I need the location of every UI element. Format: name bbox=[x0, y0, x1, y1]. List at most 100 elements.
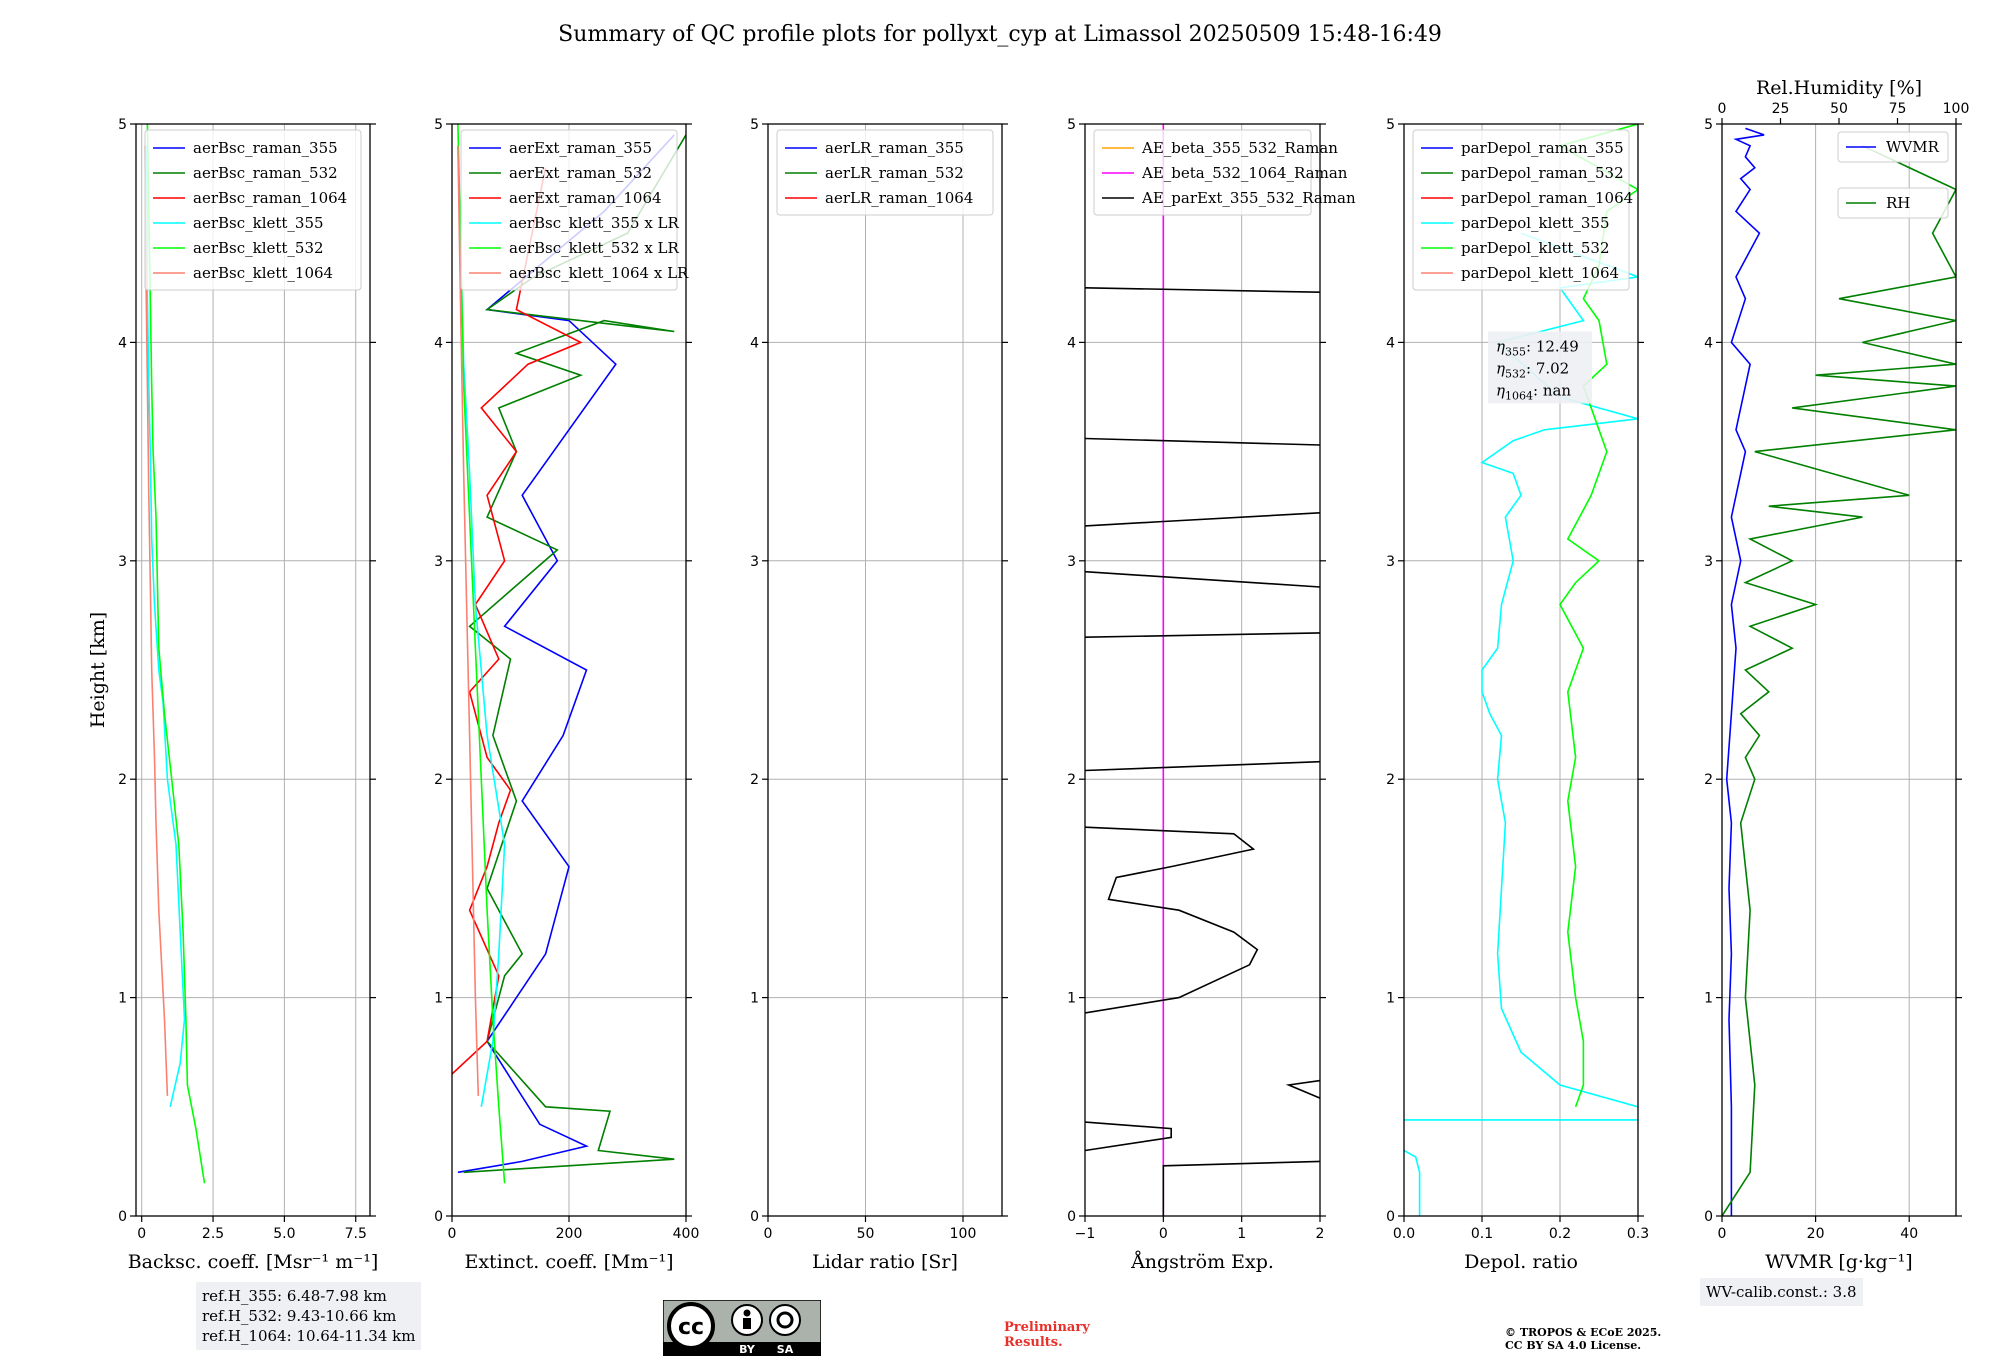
cc-by-sa-badge: cc BY SA bbox=[663, 1300, 821, 1356]
legend-label: aerBsc_klett_1064 x LR bbox=[509, 264, 689, 282]
panel-bsc: 0 2.5 5.0 7.5 0 1 2 3 4 5 Backsc. coeff. [Msr⁻¹ m⁻… bbox=[118, 117, 378, 1273]
y-tick-label: 4 bbox=[1386, 335, 1395, 351]
y-tick-label: 0 bbox=[118, 1209, 127, 1225]
legend-label: RH bbox=[1886, 194, 1910, 212]
y-tick-label: 1 bbox=[1067, 991, 1076, 1007]
y-tick-label: 5 bbox=[1386, 117, 1395, 133]
y-tick-label: 1 bbox=[1386, 991, 1395, 1007]
axes-frame bbox=[1084, 123, 1321, 1217]
x-tick-label: 1 bbox=[1237, 1226, 1246, 1242]
x-tick-label: 2 bbox=[1316, 1226, 1325, 1242]
x-tick-label: 0 bbox=[448, 1226, 457, 1242]
y-tick-label: 1 bbox=[1704, 991, 1713, 1007]
preliminary-line-2: Results. bbox=[1004, 1335, 1063, 1350]
y-tick-label: 3 bbox=[750, 554, 759, 570]
x-tick-label: −1 bbox=[1075, 1226, 1096, 1242]
by-person-icon bbox=[743, 1309, 751, 1317]
legend: parDepol_raman_355 parDepol_raman_532 parD… bbox=[1412, 129, 1633, 291]
x-tick-label: 0.3 bbox=[1627, 1226, 1649, 1242]
x-axis-label: Lidar ratio [Sr] bbox=[812, 1251, 958, 1273]
x-tick-label: 20 bbox=[1807, 1226, 1825, 1242]
legend-label: AE_beta_355_532_Raman bbox=[1141, 139, 1338, 157]
legend-label: aerExt_raman_1064 bbox=[509, 189, 662, 207]
series-line-WVMR bbox=[1725, 127, 1765, 1216]
cc-sa-label: SA bbox=[777, 1343, 794, 1356]
legend-label: parDepol_raman_355 bbox=[1461, 139, 1624, 157]
y-tick-label: 0 bbox=[1704, 1209, 1713, 1225]
top-tick-label: 75 bbox=[1889, 101, 1907, 117]
axes-frame bbox=[1721, 123, 1957, 1217]
legend-box bbox=[460, 129, 678, 291]
legend: AE_beta_355_532_Raman AE_beta_532_1064_Ra… bbox=[1093, 129, 1356, 216]
y-tick-label: 1 bbox=[434, 991, 443, 1007]
y-tick-label: 3 bbox=[1067, 554, 1076, 570]
y-tick-label: 2 bbox=[1067, 772, 1076, 788]
series-line-aerBsc_klett_1064 x LR bbox=[457, 145, 480, 1096]
y-tick-label: 2 bbox=[434, 772, 443, 788]
legend-label: aerBsc_klett_1064 bbox=[193, 264, 333, 282]
series-line-AE_parExt_355_532_Raman bbox=[1085, 570, 1320, 588]
series-line-AE_parExt_355_532_Raman bbox=[1085, 437, 1320, 446]
legend-label: aerLR_raman_355 bbox=[825, 139, 964, 157]
series-line-aerBsc_klett_355 bbox=[145, 145, 186, 1107]
legend-label: parDepol_klett_355 bbox=[1461, 214, 1610, 232]
copyright-note: © TROPOS & ECoE 2025. CC BY SA 4.0 Licen… bbox=[1505, 1326, 1661, 1352]
x-tick-label: 50 bbox=[857, 1226, 875, 1242]
preliminary-note: Preliminary Results. bbox=[1004, 1320, 1090, 1350]
panel-depol: 0.0 0.1 0.2 0.3 0 1 2 3 4 5 Depol. ratio parDepol_r… bbox=[1386, 117, 1649, 1273]
legend-label: aerBsc_klett_355 bbox=[193, 214, 324, 232]
copyright-line-1: © TROPOS & ECoE 2025. bbox=[1505, 1326, 1662, 1339]
series-line-aerExt_raman_1064 bbox=[452, 167, 583, 1075]
series-line-AE_parExt_355_532_Raman bbox=[1085, 512, 1320, 527]
y-tick-label: 3 bbox=[1704, 554, 1713, 570]
legend-label: parDepol_klett_532 bbox=[1461, 239, 1610, 257]
y-tick-label: 0 bbox=[434, 1209, 443, 1225]
eta-line: η355: 12.49 bbox=[1496, 337, 1579, 358]
y-tick-label: 5 bbox=[1067, 117, 1076, 133]
y-tick-label: 0 bbox=[1386, 1209, 1395, 1225]
series-line-AE_parExt_355_532_Raman bbox=[1085, 287, 1320, 293]
x-tick-label: 0 bbox=[1159, 1226, 1168, 1242]
legend-label: parDepol_raman_532 bbox=[1461, 164, 1624, 182]
y-tick-label: 4 bbox=[118, 335, 127, 351]
y-tick-label: 2 bbox=[1386, 772, 1395, 788]
series-line-parDepol_klett_355 bbox=[1404, 1149, 1421, 1216]
y-tick-label: 4 bbox=[1067, 335, 1076, 351]
y-tick-label: 3 bbox=[434, 554, 443, 570]
x-tick-label: 400 bbox=[673, 1226, 700, 1242]
top-tick-label: 0 bbox=[1718, 101, 1727, 117]
series-line-AE_parExt_355_532_Raman bbox=[1085, 760, 1320, 772]
legend-box bbox=[144, 129, 362, 291]
series-line-aerExt_raman_532 bbox=[463, 134, 686, 1174]
x-tick-label: 0 bbox=[764, 1226, 773, 1242]
ref-h-355: ref.H_355: 6.48-7.98 km bbox=[202, 1287, 387, 1305]
x-axis-label: Ångström Exp. bbox=[1130, 1251, 1274, 1273]
panel-wv: 0 20 40 0 1 2 3 4 5 WVMR [g·kg⁻¹] 0 25 50 75 100 Rel.Hu… bbox=[1704, 77, 1969, 1273]
copyright-line-2: CC BY SA 4.0 License. bbox=[1505, 1339, 1642, 1352]
y-tick-label: 5 bbox=[750, 117, 759, 133]
series-line-aerBsc_klett_532 bbox=[146, 124, 206, 1184]
top-tick-label: 100 bbox=[1943, 101, 1970, 117]
legend-label: AE_beta_532_1064_Raman bbox=[1141, 164, 1348, 182]
series-layer bbox=[1722, 127, 1956, 1216]
legend-label: aerLR_raman_532 bbox=[825, 164, 964, 182]
legend-label: aerLR_raman_1064 bbox=[825, 189, 973, 207]
cc-by-label: BY bbox=[739, 1343, 756, 1356]
wv-calibration-box: WV-calib.const.: 3.8 bbox=[1700, 1278, 1863, 1306]
x-tick-label: 2.5 bbox=[202, 1226, 224, 1242]
series-layer bbox=[144, 124, 206, 1184]
legend-WVMR: WVMR bbox=[1837, 131, 1949, 163]
legend-box bbox=[776, 129, 994, 216]
x-tick-label: 100 bbox=[950, 1226, 977, 1242]
eta-line: η532: 7.02 bbox=[1496, 359, 1569, 380]
series-line-AE_parExt_355_532_Raman bbox=[1162, 1160, 1320, 1216]
ref-h-532: ref.H_532: 9.43-10.66 km bbox=[202, 1307, 397, 1325]
legend-label: aerExt_raman_532 bbox=[509, 164, 652, 182]
series-line-AE_parExt_355_532_Raman bbox=[1085, 1121, 1172, 1152]
x-tick-label: 0 bbox=[1718, 1226, 1727, 1242]
legend-label: parDepol_klett_1064 bbox=[1461, 264, 1619, 282]
axes-frame bbox=[1403, 123, 1639, 1217]
axes-frame bbox=[767, 123, 1003, 1217]
legend-label: aerBsc_klett_532 x LR bbox=[509, 239, 680, 257]
